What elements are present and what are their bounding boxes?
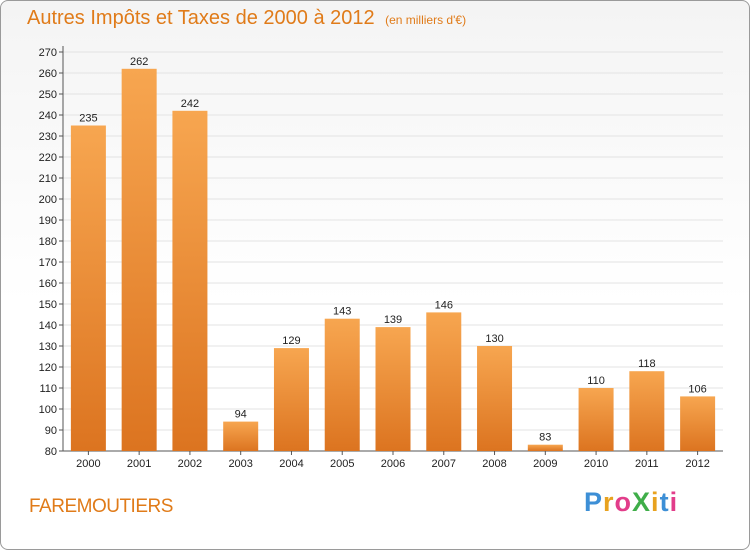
logo-letter: P	[584, 487, 604, 517]
x-tick-label: 2006	[381, 458, 405, 470]
proxiti-logo: ProXiti	[584, 487, 678, 518]
data-label-2005: 143	[333, 306, 351, 318]
bar-2001	[121, 68, 157, 452]
logo-letter: t	[659, 487, 670, 517]
data-label-2001: 262	[130, 56, 148, 68]
bar-2000	[70, 125, 106, 451]
y-tick-label: 240	[39, 110, 57, 122]
y-tick-label: 260	[39, 68, 57, 80]
bar-2007	[426, 312, 462, 451]
y-tick-label: 80	[45, 446, 57, 458]
y-tick-label: 190	[39, 215, 57, 227]
data-label-2000: 235	[79, 113, 97, 125]
y-tick-label: 150	[39, 299, 57, 311]
bar-2009	[527, 444, 563, 451]
bar-2002	[172, 110, 208, 452]
y-tick-label: 160	[39, 278, 57, 290]
chart-title: Autres Impôts et Taxes de 2000 à 2012 (e…	[27, 7, 466, 30]
x-tick-label: 2009	[533, 458, 557, 470]
logo-letter: X	[632, 487, 652, 517]
y-tick-label: 100	[39, 404, 57, 416]
logo-letter: r	[603, 487, 615, 517]
logo-letter: i	[651, 487, 660, 517]
x-tick-label: 2004	[279, 458, 303, 470]
commune-name: FAREMOUTIERS	[29, 496, 173, 517]
data-label-2002: 242	[181, 98, 199, 110]
chart-unit-subtitle: (en milliers d'€)	[385, 13, 467, 27]
y-tick-label: 220	[39, 152, 57, 164]
x-tick-label: 2007	[432, 458, 456, 470]
bar-2005	[324, 318, 360, 451]
x-tick-label: 2008	[482, 458, 506, 470]
y-tick-label: 130	[39, 341, 57, 353]
logo-letter: i	[669, 487, 679, 517]
y-tick-label: 140	[39, 320, 57, 332]
y-tick-label: 90	[45, 425, 57, 437]
data-label-2008: 130	[485, 333, 503, 345]
y-tick-label: 170	[39, 257, 57, 269]
x-tick-label: 2001	[127, 458, 151, 470]
y-tick-label: 180	[39, 236, 57, 248]
data-labels: 235 262 242 94 129 143 139 146 130 83 110 118 106	[79, 56, 707, 444]
data-label-2011: 118	[638, 358, 656, 370]
bar-2010	[578, 388, 614, 451]
bars	[70, 68, 716, 452]
bar-2008	[477, 346, 513, 451]
data-label-2012: 106	[688, 383, 706, 395]
y-tick-label: 270	[39, 47, 57, 59]
bar-2004	[273, 348, 309, 451]
bar-2012	[680, 396, 716, 451]
data-label-2004: 129	[282, 335, 300, 347]
logo-letter: o	[614, 487, 633, 517]
x-tick-label: 2010	[584, 458, 608, 470]
bar-2011	[629, 371, 665, 451]
y-tick-label: 230	[39, 131, 57, 143]
bar-2006	[375, 327, 411, 451]
x-tick-label: 2005	[330, 458, 354, 470]
x-tick-label: 2012	[685, 458, 709, 470]
y-tick-label: 200	[39, 194, 57, 206]
y-tick-label: 210	[39, 173, 57, 185]
x-tick-label: 2000	[76, 458, 100, 470]
y-tick-label: 250	[39, 89, 57, 101]
data-label-2007: 146	[435, 299, 453, 311]
x-tick-label: 2002	[178, 458, 202, 470]
data-label-2010: 110	[587, 375, 605, 387]
y-tick-label: 110	[39, 383, 57, 395]
data-label-2009: 83	[539, 432, 551, 444]
bar-2003	[223, 421, 259, 451]
x-tick-label: 2003	[228, 458, 252, 470]
x-tick-label: 2011	[635, 458, 659, 470]
data-label-2006: 139	[384, 314, 402, 326]
chart-title-text: Autres Impôts et Taxes de 2000 à 2012	[27, 7, 375, 29]
y-tick-label: 120	[39, 362, 57, 374]
data-label-2003: 94	[235, 409, 247, 421]
